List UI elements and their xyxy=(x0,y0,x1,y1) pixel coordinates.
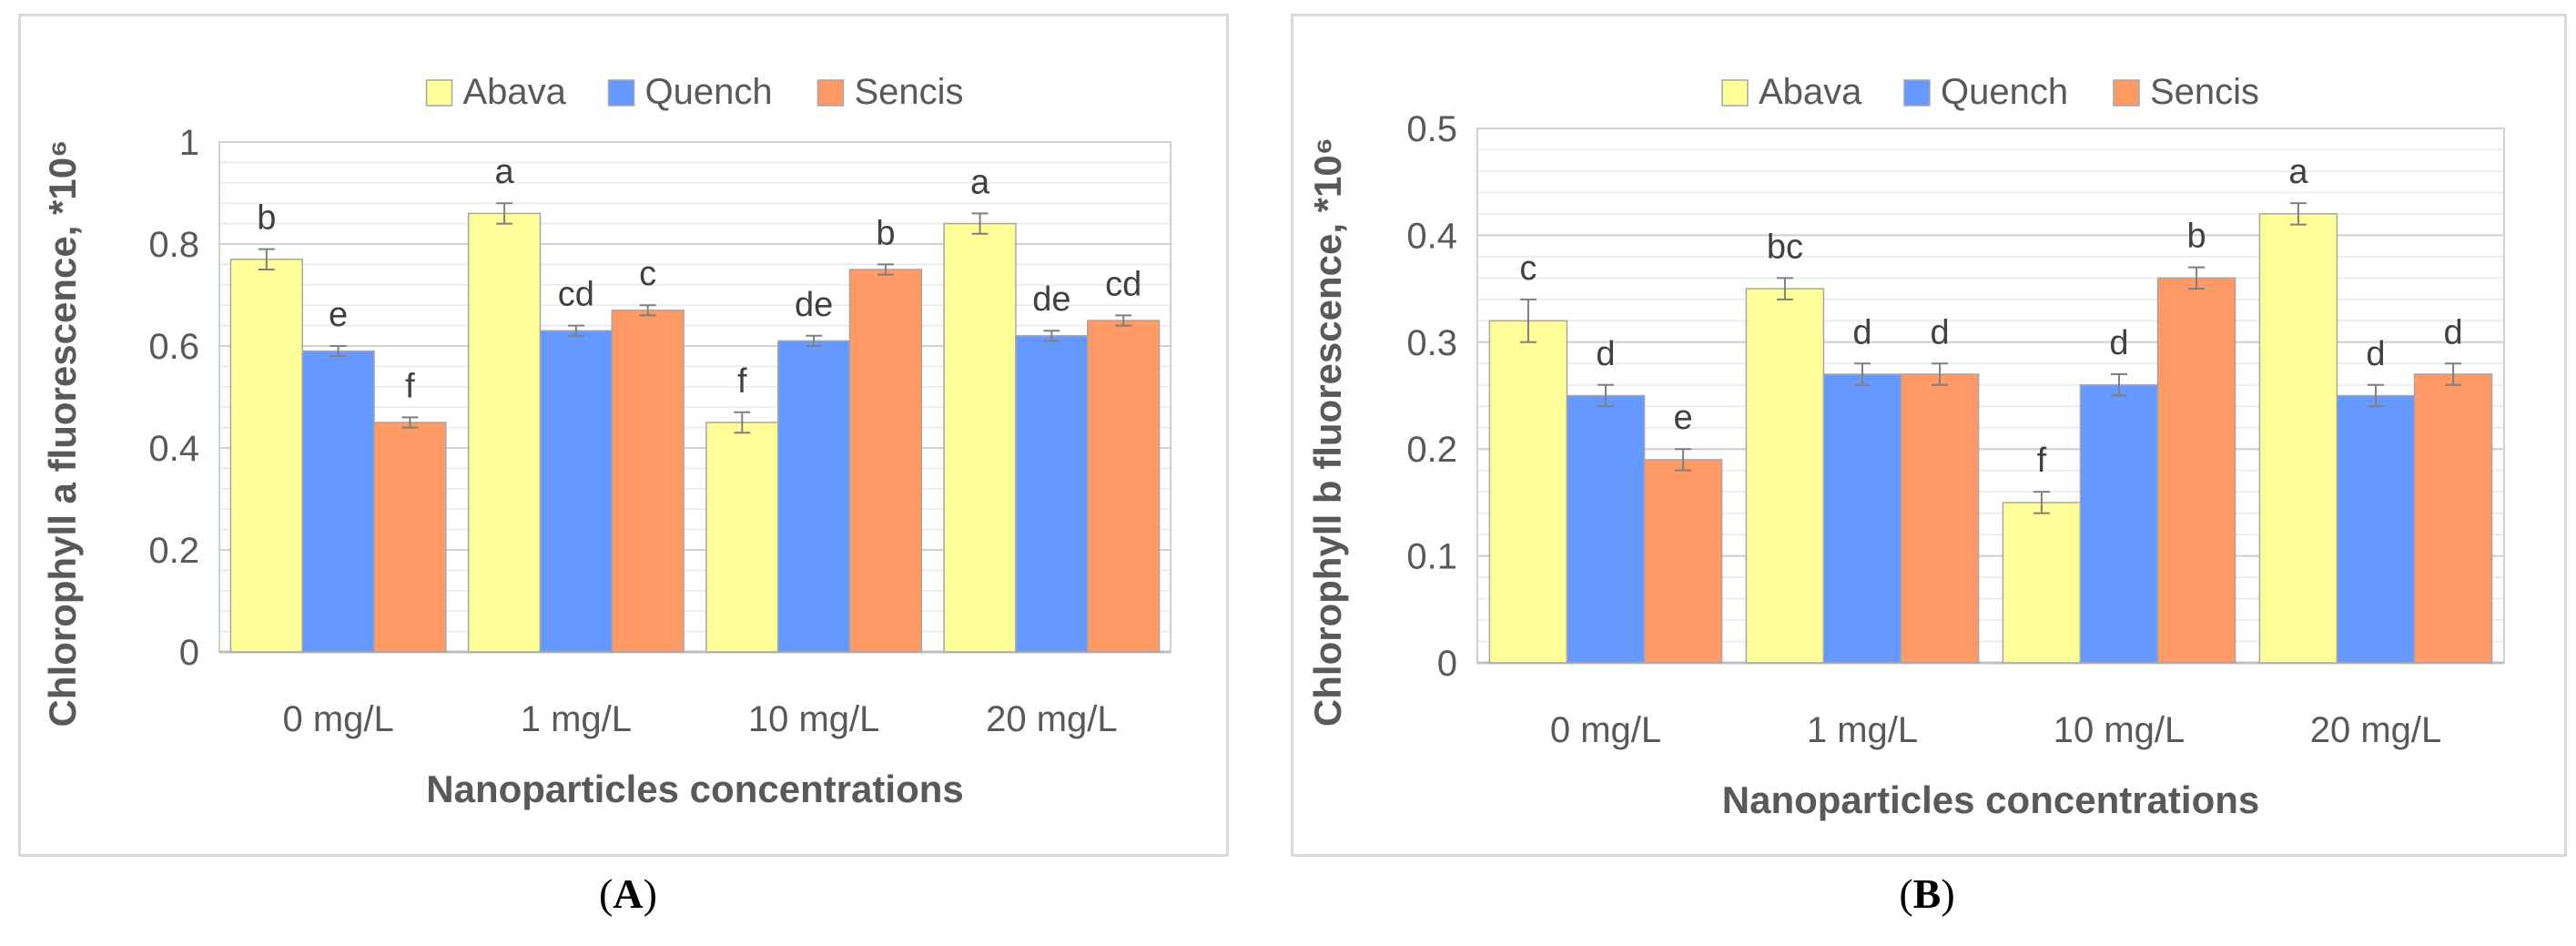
significance-label: d xyxy=(1852,313,1871,351)
bar-abava-3 xyxy=(2002,502,2082,664)
significance-label: c xyxy=(639,255,656,293)
y-tick-label: 0.3 xyxy=(1406,323,1457,363)
chart-panel-b: 0 0.1 0.2 0.3 0.4 0.5 c d e 0 mg/L bc d d 1 mg/L f d b 10… xyxy=(1291,14,2567,857)
significance-label: d xyxy=(1930,313,1949,351)
y-tick-label: 0 xyxy=(179,633,199,673)
bar-quench-3 xyxy=(776,340,851,653)
significance-label: a xyxy=(970,163,990,201)
bar-abava-1 xyxy=(229,259,303,653)
significance-label: d xyxy=(2443,313,2462,351)
significance-label: bc xyxy=(1767,228,1803,266)
significance-label: b xyxy=(876,214,895,252)
y-tick-label: 0.5 xyxy=(1406,109,1457,149)
significance-label: f xyxy=(2037,442,2047,480)
legend-label-abava: Abava xyxy=(463,72,567,112)
legend-swatch-abava xyxy=(1721,79,1749,107)
legend-swatch-quench xyxy=(1903,79,1931,107)
significance-label: f xyxy=(737,362,747,401)
significance-label: d xyxy=(1596,335,1615,373)
x-category-label: 1 mg/L xyxy=(1807,710,1918,750)
significance-label: c xyxy=(1519,249,1536,288)
caption-b: (B) xyxy=(1899,870,1955,917)
legend-label-sencis: Sencis xyxy=(2150,72,2259,112)
bar-abava-4 xyxy=(943,222,1017,653)
y-tick-label: 0.4 xyxy=(148,429,199,469)
legend-label-quench: Quench xyxy=(1941,72,2068,112)
y-tick-label: 0.2 xyxy=(1406,430,1457,470)
x-axis-title: Nanoparticles concentrations xyxy=(1722,778,2259,821)
x-category-label: 0 mg/L xyxy=(1550,710,1661,750)
bar-sencis-4 xyxy=(1087,320,1161,653)
significance-label: d xyxy=(2366,335,2385,373)
legend-label-abava: Abava xyxy=(1759,72,1862,112)
bar-abava-3 xyxy=(705,422,779,653)
legend-swatch-sencis xyxy=(816,79,845,107)
caption-a: (A) xyxy=(599,870,657,917)
y-tick-label: 1 xyxy=(179,123,199,163)
significance-label: b xyxy=(2186,218,2206,256)
y-axis-title: Chlorophyll a fluorescence, *10⁶ xyxy=(41,140,84,727)
significance-label: f xyxy=(405,367,415,405)
x-axis-title: Nanoparticles concentrations xyxy=(426,768,963,810)
significance-label: d xyxy=(2109,324,2128,362)
bar-quench-1 xyxy=(1566,394,1646,664)
significance-label: a xyxy=(494,153,514,191)
y-tick-label: 0.4 xyxy=(1406,216,1457,256)
bar-quench-4 xyxy=(2336,394,2416,664)
significance-label: a xyxy=(2288,153,2308,191)
legend-swatch-quench xyxy=(607,79,635,107)
x-category-label: 20 mg/L xyxy=(2310,710,2442,750)
bar-sencis-1 xyxy=(1643,459,1723,664)
chart-panel-a: 0 0.2 0.4 0.6 0.8 1 b e f 0 mg/L a cd c 1 mg/L f de b 10 … xyxy=(18,14,1229,857)
x-category-label: 10 mg/L xyxy=(2054,710,2186,750)
chart-a-svg: 0 0.2 0.4 0.6 0.8 1 b e f 0 mg/L a cd c 1 mg/L f de b 10 … xyxy=(41,72,1171,810)
x-category-label: 10 mg/L xyxy=(748,699,880,739)
bar-sencis-3 xyxy=(2156,277,2236,664)
significance-label: cd xyxy=(1105,265,1141,303)
chart-b-svg: 0 0.1 0.2 0.3 0.4 0.5 c d e 0 mg/L bc d d 1 mg/L f d b 10… xyxy=(1306,72,2505,821)
significance-label: b xyxy=(257,199,276,238)
bar-abava-4 xyxy=(2258,213,2338,664)
x-category-label: 1 mg/L xyxy=(521,699,632,739)
y-tick-label: 0.8 xyxy=(148,225,199,265)
x-category-label: 0 mg/L xyxy=(282,699,393,739)
y-tick-label: 0 xyxy=(1437,644,1457,684)
y-tick-label: 0.6 xyxy=(148,327,199,367)
bar-quench-3 xyxy=(2079,384,2159,664)
bar-quench-1 xyxy=(301,350,375,653)
y-axis-title: Chlorophyll b fluorescence, *10⁶ xyxy=(1306,137,1349,727)
legend-swatch-abava xyxy=(425,79,453,107)
legend-swatch-sencis xyxy=(2113,79,2140,107)
bar-abava-1 xyxy=(1488,320,1568,664)
bar-sencis-4 xyxy=(2413,373,2493,664)
y-tick-label: 0.1 xyxy=(1406,537,1457,577)
x-category-label: 20 mg/L xyxy=(986,699,1118,739)
bar-quench-2 xyxy=(539,330,614,653)
significance-label: e xyxy=(329,296,348,334)
bar-sencis-1 xyxy=(373,422,447,653)
bar-quench-4 xyxy=(1015,335,1089,653)
y-tick-label: 0.2 xyxy=(148,531,199,571)
legend-label-sencis: Sencis xyxy=(855,72,964,112)
bar-sencis-2 xyxy=(1900,373,1980,664)
legend-label-quench: Quench xyxy=(645,72,773,112)
significance-label: cd xyxy=(558,276,594,314)
bar-abava-2 xyxy=(467,212,542,653)
bar-quench-2 xyxy=(1822,373,1902,664)
significance-label: e xyxy=(1673,399,1692,437)
significance-label: de xyxy=(1032,280,1070,319)
bar-sencis-2 xyxy=(611,310,685,653)
significance-label: de xyxy=(795,286,833,324)
bar-abava-2 xyxy=(1745,288,1825,664)
bar-sencis-3 xyxy=(848,269,923,653)
